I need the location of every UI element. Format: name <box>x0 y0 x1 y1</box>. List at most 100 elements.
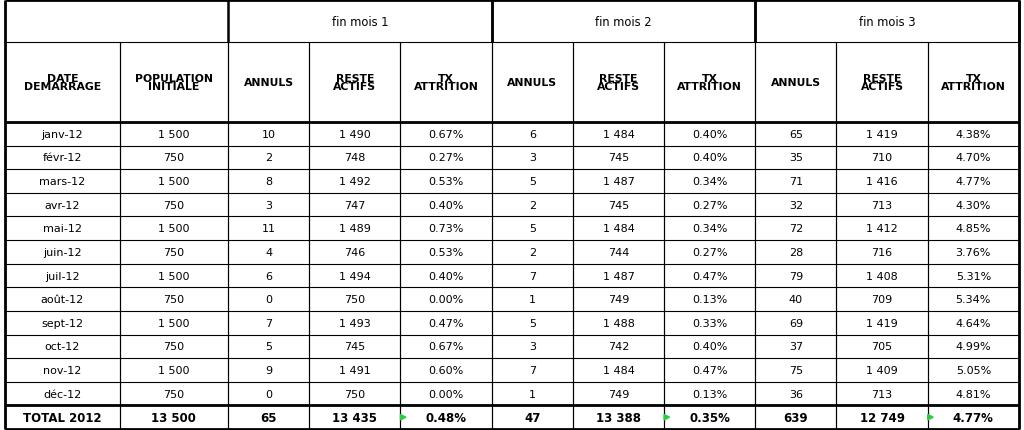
Text: 713: 713 <box>871 200 893 210</box>
Text: oct-12: oct-12 <box>45 341 80 352</box>
Text: 79: 79 <box>788 271 803 281</box>
Text: 7: 7 <box>528 365 536 375</box>
Text: ANNULS: ANNULS <box>244 78 294 88</box>
Text: 750: 750 <box>163 247 184 257</box>
Text: juil-12: juil-12 <box>45 271 80 281</box>
Text: 0.73%: 0.73% <box>428 224 464 234</box>
Text: 1 488: 1 488 <box>602 318 635 328</box>
Text: 13 388: 13 388 <box>596 411 641 424</box>
Text: 40: 40 <box>788 295 803 304</box>
Polygon shape <box>400 415 406 420</box>
Text: 1 500: 1 500 <box>158 365 189 375</box>
Text: 4.38%: 4.38% <box>955 129 991 139</box>
Text: 742: 742 <box>608 341 629 352</box>
Text: 747: 747 <box>344 200 366 210</box>
Text: 3: 3 <box>265 200 272 210</box>
Text: 5: 5 <box>265 341 272 352</box>
Text: 4.85%: 4.85% <box>955 224 991 234</box>
Text: 705: 705 <box>871 341 893 352</box>
Text: 1: 1 <box>528 389 536 399</box>
Text: 9: 9 <box>265 365 272 375</box>
Text: 0.13%: 0.13% <box>692 389 727 399</box>
Text: nov-12: nov-12 <box>43 365 82 375</box>
Text: 0.47%: 0.47% <box>692 271 727 281</box>
Text: 639: 639 <box>783 411 808 424</box>
Text: 1 491: 1 491 <box>339 365 371 375</box>
Text: 0: 0 <box>265 295 272 304</box>
Text: 744: 744 <box>608 247 629 257</box>
Text: 3.76%: 3.76% <box>955 247 991 257</box>
Text: 35: 35 <box>788 153 803 163</box>
Text: 6: 6 <box>265 271 272 281</box>
Text: 0.53%: 0.53% <box>428 177 464 187</box>
Text: 4.70%: 4.70% <box>955 153 991 163</box>
Text: 0.67%: 0.67% <box>428 341 464 352</box>
Text: 0.47%: 0.47% <box>428 318 464 328</box>
Text: 75: 75 <box>788 365 803 375</box>
Text: 5.31%: 5.31% <box>955 271 991 281</box>
Text: 1 492: 1 492 <box>339 177 371 187</box>
Text: ANNULS: ANNULS <box>507 78 557 88</box>
Text: 8: 8 <box>265 177 272 187</box>
Text: 1 490: 1 490 <box>339 129 371 139</box>
Text: POPULATION: POPULATION <box>135 74 213 84</box>
Text: 750: 750 <box>163 389 184 399</box>
Text: sept-12: sept-12 <box>41 318 83 328</box>
Text: 37: 37 <box>788 341 803 352</box>
Text: 4.77%: 4.77% <box>953 411 994 424</box>
Text: 1 419: 1 419 <box>866 129 898 139</box>
Text: TX: TX <box>966 74 981 84</box>
Text: 3: 3 <box>528 153 536 163</box>
Text: 0.48%: 0.48% <box>426 411 467 424</box>
Text: 0.27%: 0.27% <box>428 153 464 163</box>
Text: 11: 11 <box>262 224 275 234</box>
Text: ATTRITION: ATTRITION <box>941 82 1006 92</box>
Text: 5.05%: 5.05% <box>955 365 991 375</box>
Text: août-12: août-12 <box>41 295 84 304</box>
Text: 1: 1 <box>528 295 536 304</box>
Text: 1 500: 1 500 <box>158 318 189 328</box>
Text: 749: 749 <box>608 295 629 304</box>
Text: DEMARRAGE: DEMARRAGE <box>24 82 100 92</box>
Text: 2: 2 <box>528 200 536 210</box>
Text: fin mois 1: fin mois 1 <box>332 15 388 28</box>
Text: 12 749: 12 749 <box>859 411 904 424</box>
Text: 1 500: 1 500 <box>158 177 189 187</box>
Text: 0.47%: 0.47% <box>692 365 727 375</box>
Text: 1 500: 1 500 <box>158 129 189 139</box>
Text: fin mois 2: fin mois 2 <box>595 15 652 28</box>
Text: 750: 750 <box>163 341 184 352</box>
Text: déc-12: déc-12 <box>43 389 82 399</box>
Text: 716: 716 <box>871 247 893 257</box>
Text: 710: 710 <box>871 153 893 163</box>
Text: TX: TX <box>701 74 718 84</box>
Text: févr-12: févr-12 <box>43 153 82 163</box>
Text: TX: TX <box>438 74 454 84</box>
Text: 32: 32 <box>788 200 803 210</box>
Text: avr-12: avr-12 <box>44 200 80 210</box>
Text: DATE: DATE <box>46 74 78 84</box>
Text: 1 494: 1 494 <box>339 271 371 281</box>
Text: 1 487: 1 487 <box>602 177 635 187</box>
Text: 10: 10 <box>262 129 275 139</box>
Text: ACTIFS: ACTIFS <box>597 82 640 92</box>
Text: 0.60%: 0.60% <box>428 365 464 375</box>
Text: 5: 5 <box>528 318 536 328</box>
Text: 750: 750 <box>163 200 184 210</box>
Text: 750: 750 <box>163 295 184 304</box>
Text: 4.99%: 4.99% <box>955 341 991 352</box>
Text: 750: 750 <box>344 389 366 399</box>
Text: mai-12: mai-12 <box>43 224 82 234</box>
Text: 0.40%: 0.40% <box>428 200 464 210</box>
Text: 0.40%: 0.40% <box>692 153 727 163</box>
Text: 1 489: 1 489 <box>339 224 371 234</box>
Text: 13 500: 13 500 <box>152 411 197 424</box>
Text: 1 484: 1 484 <box>602 365 635 375</box>
Text: 0: 0 <box>265 389 272 399</box>
Text: ACTIFS: ACTIFS <box>334 82 377 92</box>
Text: 750: 750 <box>163 153 184 163</box>
Text: ATTRITION: ATTRITION <box>677 82 742 92</box>
Text: 1 484: 1 484 <box>602 224 635 234</box>
Text: 1 487: 1 487 <box>602 271 635 281</box>
Text: 746: 746 <box>344 247 366 257</box>
